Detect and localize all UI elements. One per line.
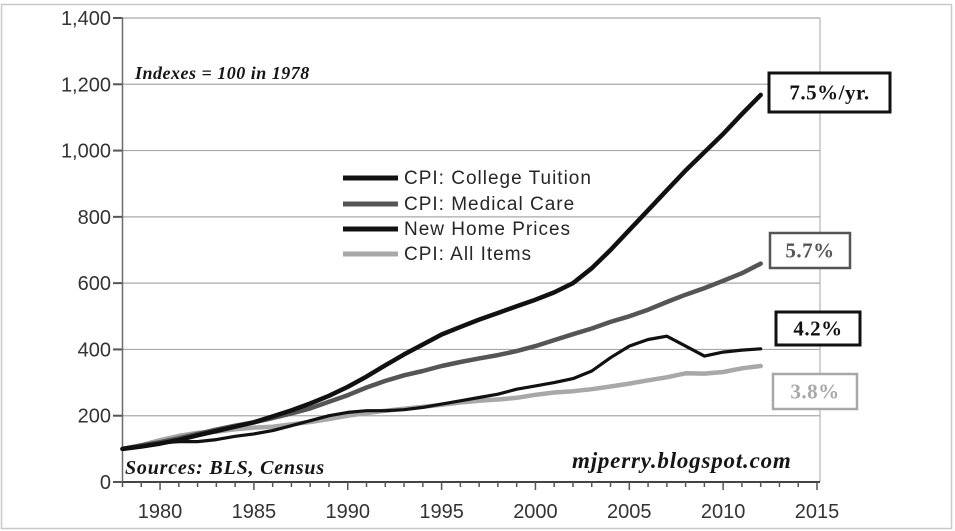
legend-item-cpi-medical-care: CPI: Medical Care xyxy=(343,194,575,215)
x-tick-label: 2005 xyxy=(607,501,652,523)
end-label-box xyxy=(774,310,862,347)
end-labels: 7.5%/yr. 5.7% 4.2% 3.8% xyxy=(767,71,892,411)
legend-item-new-home-prices: New Home Prices xyxy=(343,219,571,240)
x-tick-label: 1980 xyxy=(138,501,183,523)
x-tick-label: 2000 xyxy=(513,501,558,523)
end-label-box xyxy=(771,372,859,411)
legend-item-cpi-all-items: CPI: All Items xyxy=(343,244,532,265)
y-tick-label: 1,400 xyxy=(61,8,111,30)
axes: 0 200 400 600 800 1,000 1,200 1,400 1980 1985 1990… xyxy=(61,8,839,523)
end-label-text: 3.8% xyxy=(790,380,839,404)
y-tick-label: 800 xyxy=(78,207,111,229)
x-tick-label: 1990 xyxy=(325,501,370,523)
end-label-cpi-all-items: 3.8% xyxy=(771,372,859,411)
legend-item-cpi-college-tuition: CPI: College Tuition xyxy=(343,168,592,189)
end-label-text: 5.7% xyxy=(785,239,834,263)
end-label-box xyxy=(767,71,892,114)
series-line-new-home-prices xyxy=(120,334,763,451)
end-label-text: 7.5%/yr. xyxy=(789,81,869,105)
end-label-cpi-medical-care: 5.7% xyxy=(768,231,852,270)
sources-note: Sources: BLS, Census xyxy=(125,457,325,479)
end-label-box xyxy=(768,231,852,270)
legend-label: New Home Prices xyxy=(404,219,571,240)
credit-watermark: mjperry.blogspot.com xyxy=(572,448,792,473)
y-tick-label: 400 xyxy=(78,339,111,361)
y-tick-label: 0 xyxy=(100,472,111,494)
series-line-cpi-college-tuition xyxy=(120,92,763,452)
legend: CPI: College Tuition CPI: Medical Care New… xyxy=(343,168,592,265)
x-tick-label: 2010 xyxy=(701,501,746,523)
y-tick-label: 600 xyxy=(78,273,111,295)
legend-label: CPI: All Items xyxy=(404,244,532,265)
x-tick-label: 2015 xyxy=(795,501,840,523)
y-tick-label: 200 xyxy=(78,406,111,428)
y-tick-label: 1,000 xyxy=(61,141,111,163)
index-note: Indexes = 100 in 1978 xyxy=(134,63,310,83)
legend-label: CPI: College Tuition xyxy=(404,168,592,189)
end-label-new-home-prices: 4.2% xyxy=(774,310,862,347)
x-tick-label: 1985 xyxy=(232,501,277,523)
series-lines xyxy=(120,92,763,452)
end-label-cpi-college-tuition: 7.5%/yr. xyxy=(767,71,892,114)
x-tick-label: 1995 xyxy=(419,501,464,523)
end-label-text: 4.2% xyxy=(793,317,842,341)
legend-label: CPI: Medical Care xyxy=(404,194,575,215)
y-tick-label: 1,200 xyxy=(61,74,111,96)
